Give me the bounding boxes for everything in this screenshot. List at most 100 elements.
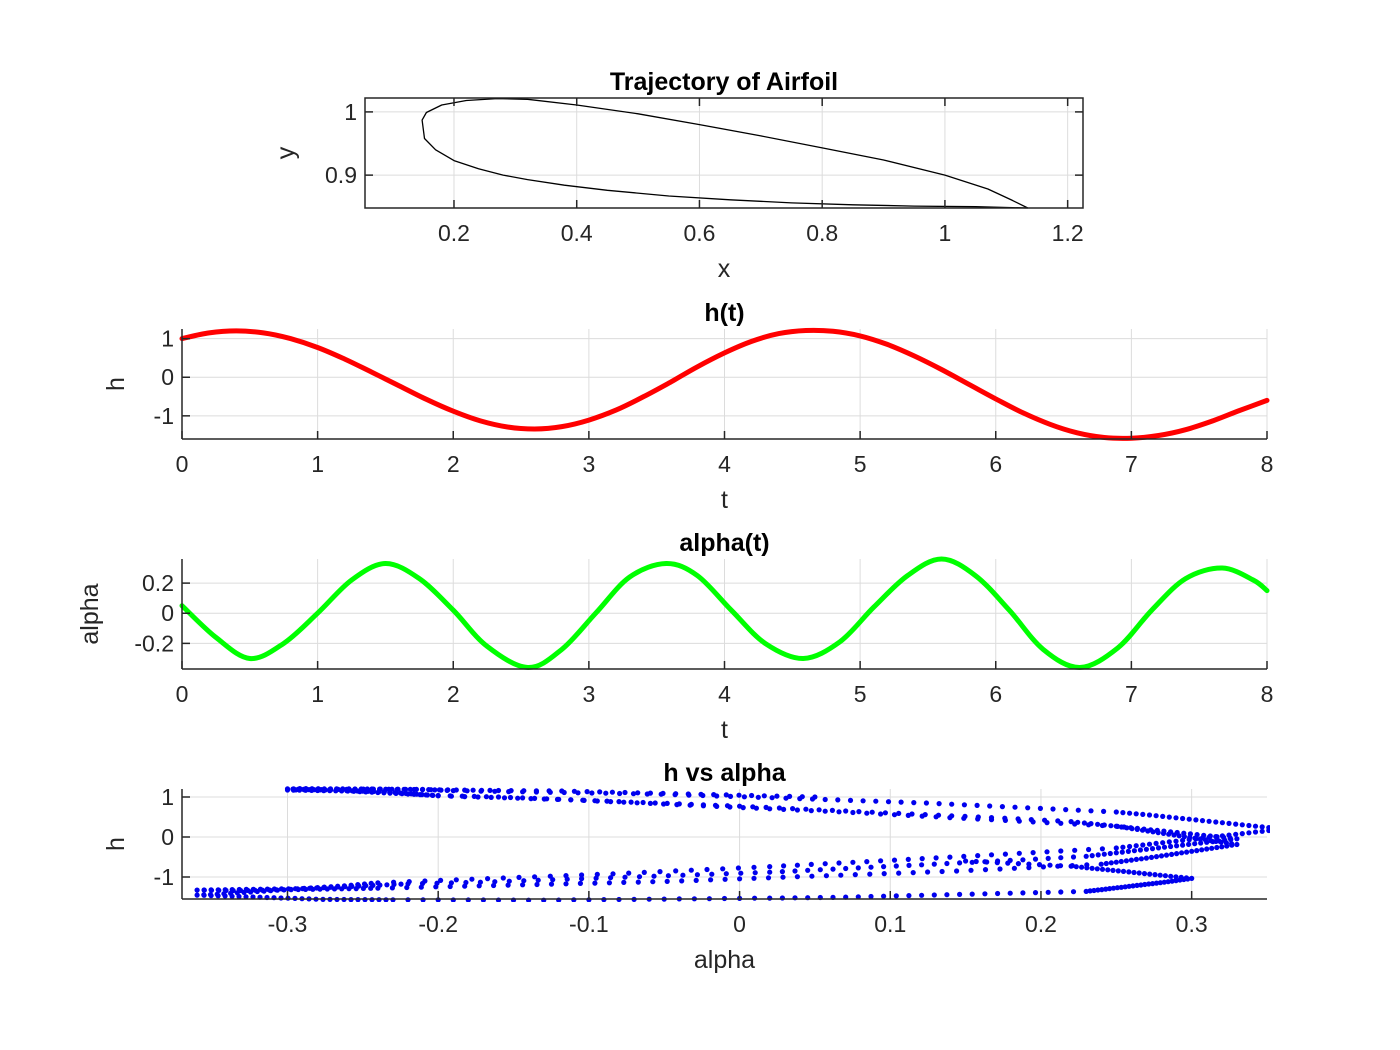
scatter-point xyxy=(1213,834,1219,840)
scatter-point xyxy=(1136,870,1142,876)
scatter-point xyxy=(1143,846,1149,852)
scatter-point xyxy=(1030,850,1036,856)
scatter-point xyxy=(487,787,493,794)
x-tick-label: 6 xyxy=(989,681,1002,707)
scatter-point xyxy=(850,809,856,816)
scatter-point xyxy=(751,875,757,881)
scatter-point xyxy=(571,897,577,902)
scatter-point xyxy=(626,870,632,876)
x-tick-label: 1 xyxy=(939,220,952,246)
scatter-point xyxy=(1036,862,1043,868)
scatter-point xyxy=(1234,841,1240,848)
x-tick-label: -0.3 xyxy=(268,911,308,937)
scatter-point xyxy=(1180,815,1186,822)
scatter-point xyxy=(1194,848,1200,854)
y-tick-label: -1 xyxy=(154,864,174,890)
scatter-point xyxy=(836,860,842,866)
scatter-point xyxy=(1057,863,1064,869)
scatter-point xyxy=(535,877,541,883)
scatter-point xyxy=(401,786,407,792)
scatter-point xyxy=(1166,831,1172,837)
scatter-point xyxy=(1141,871,1148,877)
x-tick-label: 2 xyxy=(447,451,460,477)
scatter-point xyxy=(340,786,346,792)
scatter-point xyxy=(873,798,879,804)
scatter-point xyxy=(790,806,796,812)
scatter-point xyxy=(448,793,454,799)
series-line-alpha_t xyxy=(179,556,1270,671)
scatter-point xyxy=(829,807,836,814)
scatter-point xyxy=(794,807,801,813)
scatter-point xyxy=(608,799,614,805)
scatter-point xyxy=(334,786,340,792)
scatter-point xyxy=(740,805,746,811)
scatter-point xyxy=(652,800,658,806)
scatter-point xyxy=(321,786,327,792)
scatter-point xyxy=(1072,847,1078,853)
scatter-point xyxy=(1179,850,1185,856)
scatter-point xyxy=(597,789,603,795)
scatter-point xyxy=(390,897,396,902)
scatter-point xyxy=(1108,823,1114,829)
scatter-point xyxy=(447,883,453,890)
scatter-point xyxy=(1150,881,1156,887)
scatter-point xyxy=(936,801,942,807)
scatter-point xyxy=(1091,887,1097,894)
scatter-point xyxy=(1113,809,1119,815)
scatter-point xyxy=(1169,878,1175,884)
scatter-point xyxy=(1146,841,1153,847)
scatter-point xyxy=(1099,846,1105,852)
scatter-point xyxy=(1114,885,1120,891)
scatter-point xyxy=(241,889,247,896)
scatter-point xyxy=(630,791,637,797)
scatter-point xyxy=(803,806,809,812)
scatter-point xyxy=(1089,865,1095,871)
scatter-point xyxy=(1239,831,1245,837)
scatter-point xyxy=(779,869,786,875)
scatter-point xyxy=(704,866,710,873)
scatter-point xyxy=(617,790,623,797)
scatter-point xyxy=(462,794,468,800)
scatter-point xyxy=(328,884,334,890)
scatter-point xyxy=(969,891,975,897)
scatter-point xyxy=(700,792,706,799)
scatter-point xyxy=(291,786,297,792)
scatter-point xyxy=(1134,826,1140,833)
scatter-point xyxy=(413,786,419,793)
subplot-airfoil: 0.2 0.4 0.6 0.8 1 1.2 0.9 1 Trajectory of Airfoi… xyxy=(272,68,1084,283)
x-tick-label: 0.3 xyxy=(1176,911,1208,937)
scatter-point xyxy=(1158,853,1165,859)
scatter-point xyxy=(881,871,887,877)
scatter-point xyxy=(987,803,993,809)
scatter-point xyxy=(368,880,374,887)
scatter-point xyxy=(516,874,522,881)
scatter-point xyxy=(1086,822,1092,828)
chart-title: Trajectory of Airfoil xyxy=(610,68,838,96)
scatter-point xyxy=(1138,856,1144,862)
x-tick-label: 6 xyxy=(989,451,1002,477)
scatter-point xyxy=(755,794,761,800)
y-axis-label: h xyxy=(102,837,130,851)
scatter-point xyxy=(651,873,657,879)
scatter-point xyxy=(1087,888,1093,894)
x-tick-label: 4 xyxy=(718,451,731,477)
scatter-point xyxy=(1174,843,1180,849)
scatter-point xyxy=(896,810,902,817)
scatter-point xyxy=(850,859,856,865)
scatter-point xyxy=(420,786,426,793)
scatter-point xyxy=(816,807,822,813)
scatter-point xyxy=(475,794,481,800)
scatter-point xyxy=(584,789,590,795)
scatter-point xyxy=(561,789,567,796)
scatter-point xyxy=(1089,853,1095,859)
scatter-point xyxy=(856,809,862,815)
scatter-point xyxy=(321,884,327,890)
scatter-point xyxy=(297,786,303,792)
scatter-point xyxy=(418,884,424,890)
scatter-point xyxy=(823,873,830,879)
scatter-point xyxy=(1131,869,1137,876)
scatter-point xyxy=(963,858,969,864)
scatter-point xyxy=(644,791,650,797)
scatter-point xyxy=(738,870,744,876)
y-tick-label: -1 xyxy=(154,403,174,429)
